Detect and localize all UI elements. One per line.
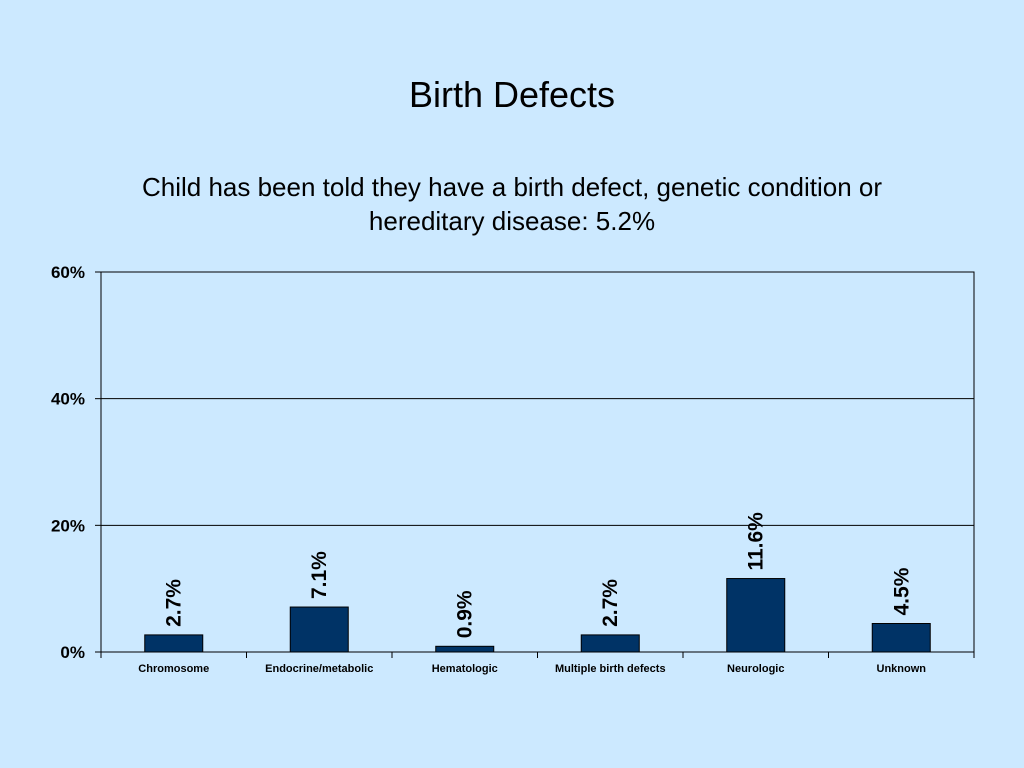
y-tick-label: 0% bbox=[60, 643, 85, 662]
bar bbox=[144, 634, 204, 653]
slide-title: Birth Defects bbox=[408, 74, 616, 115]
bar bbox=[580, 634, 640, 653]
bar bbox=[871, 623, 931, 653]
data-label: 7.1% bbox=[308, 551, 331, 599]
x-category-label: Multiple birth defects bbox=[555, 663, 666, 675]
bar bbox=[726, 578, 786, 653]
bar bbox=[289, 606, 349, 653]
data-label: 2.7% bbox=[599, 579, 622, 627]
x-category-label: Hematologic bbox=[432, 663, 498, 675]
x-category-label: Unknown bbox=[877, 663, 927, 675]
y-tick-label: 60% bbox=[51, 263, 85, 282]
data-label: 2.7% bbox=[163, 579, 186, 627]
bar bbox=[435, 645, 495, 653]
x-category-label: Endocrine/metabolic bbox=[265, 663, 373, 675]
plot-area-border bbox=[100, 271, 975, 653]
slide-subtitle: Child has been told they have a birth de… bbox=[141, 172, 883, 236]
data-label: 4.5% bbox=[890, 567, 913, 615]
x-category-label: Neurologic bbox=[727, 663, 784, 675]
data-label: 11.6% bbox=[745, 512, 768, 571]
data-label: 0.9% bbox=[454, 590, 477, 638]
y-tick-label: 20% bbox=[51, 516, 85, 535]
x-category-label: Chromosome bbox=[138, 663, 209, 675]
y-tick-label: 40% bbox=[51, 390, 85, 409]
